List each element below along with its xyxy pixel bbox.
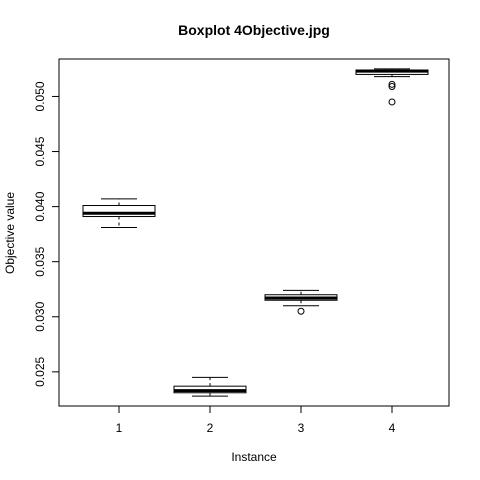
plot-layer: 1 2 3 4 0.025 0.030 0.035 0.040 0.045 0.050 [33,68,429,435]
outlier-point [297,307,305,315]
plot-frame [58,58,450,407]
x-tick-label: 2 [207,421,214,435]
x-axis-label: Instance [231,450,277,464]
y-tick-label: 0.045 [33,136,47,166]
y-tick-label: 0.030 [33,301,47,331]
x-tick-label: 3 [298,421,305,435]
y-tick-label: 0.040 [33,191,47,221]
chart-title: Boxplot 4Objective.jpg [178,22,330,38]
outlier-point [388,98,396,106]
y-axis-label: Objective value [3,192,17,274]
y-tick-label: 0.050 [33,81,47,111]
y-tick-label: 0.035 [33,246,47,276]
box-iqr [82,205,156,218]
outlier-point [388,83,396,91]
x-tick-label: 1 [116,421,123,435]
outlier-point [388,80,396,88]
y-tick-label: 0.025 [33,357,47,387]
x-tick-label: 4 [389,421,396,435]
